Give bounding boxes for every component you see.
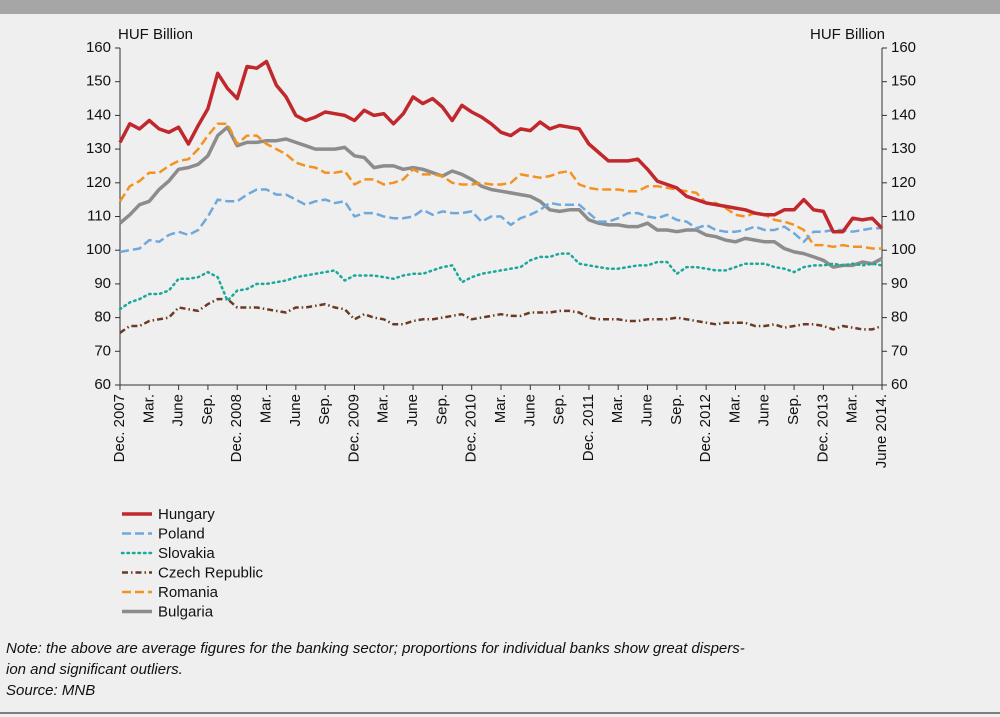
y2-tick-label: 60 bbox=[891, 376, 908, 393]
x-tick-label: Dec. 2008 bbox=[228, 394, 245, 462]
y-axis-label: HUF Billion bbox=[118, 26, 193, 43]
chart: HUF Billion HUF Billion 60 70 80 90 100 110 12… bbox=[86, 26, 916, 621]
x-tick-label: Dec. 2011 bbox=[580, 394, 597, 461]
y2-tick-label: 70 bbox=[891, 342, 908, 359]
x-tick-label: Sep. bbox=[316, 394, 333, 425]
series-line bbox=[119, 188, 882, 254]
y2-tick-label: 90 bbox=[891, 275, 908, 292]
series-line bbox=[118, 252, 884, 311]
legend-label: Romania bbox=[158, 584, 219, 601]
x-tick-label: June bbox=[639, 394, 656, 427]
y-tick-label: 60 bbox=[94, 376, 111, 393]
x-tick-label: Sep. bbox=[199, 394, 216, 425]
y2-tick-label: 140 bbox=[891, 106, 916, 123]
x-tick-label: Mar. bbox=[609, 394, 626, 423]
x-tick-label: Dec. 2012 bbox=[697, 394, 714, 462]
y-tick-label: 70 bbox=[94, 342, 111, 359]
x-tick-label: Sep. bbox=[433, 394, 450, 425]
legend-label: Bulgaria bbox=[158, 603, 214, 620]
y-tick-label: 90 bbox=[94, 275, 111, 292]
y2-tick-label: 120 bbox=[891, 174, 916, 191]
legend-label: Poland bbox=[158, 525, 205, 542]
x-tick-label: Sep. bbox=[551, 394, 568, 425]
series-line bbox=[119, 297, 883, 334]
legend-label: Slovakia bbox=[158, 545, 215, 562]
y2-axis-label: HUF Billion bbox=[810, 26, 885, 43]
y2-tick-label: 100 bbox=[891, 241, 916, 258]
x-tick-label: Sep. bbox=[668, 394, 685, 425]
y-tick-label: 100 bbox=[86, 241, 111, 258]
x-tick-label: Mar. bbox=[140, 394, 157, 423]
y-tick-label: 120 bbox=[86, 174, 111, 191]
x-tick-label: Dec. 2009 bbox=[345, 394, 362, 462]
y2-tick-label: 110 bbox=[891, 207, 915, 224]
y-tick-label: 110 bbox=[87, 207, 111, 224]
y-tick-label: 160 bbox=[86, 39, 111, 56]
x-tick-label: June bbox=[756, 394, 773, 427]
x-tick-label: Mar. bbox=[844, 394, 861, 423]
y2-tick-label: 130 bbox=[891, 140, 916, 157]
x-tick-label: Mar. bbox=[258, 394, 275, 423]
y-tick-label: 80 bbox=[94, 309, 111, 326]
y2-tick-label: 160 bbox=[891, 39, 916, 56]
series-line bbox=[118, 59, 884, 234]
top-bar bbox=[0, 0, 1000, 14]
x-tick-label: Dec. 2013 bbox=[814, 394, 831, 462]
x-tick-label: June 2014. bbox=[873, 394, 890, 468]
note: Note: the above are average figures for … bbox=[6, 638, 996, 701]
x-tick-label: Dec. 2010 bbox=[463, 394, 480, 462]
series-line bbox=[118, 125, 883, 269]
x-tick-label: Mar. bbox=[726, 394, 743, 423]
y2-tick-label: 150 bbox=[891, 73, 916, 90]
note-line: ion and significant outliers. bbox=[6, 661, 183, 678]
y2-tick-label: 80 bbox=[891, 309, 908, 326]
y-tick-label: 140 bbox=[86, 106, 111, 123]
note-line: Note: the above are average figures for … bbox=[6, 640, 745, 657]
x-tick-label: June bbox=[170, 394, 187, 427]
x-tick-label: Sep. bbox=[785, 394, 802, 425]
x-tick-label: Mar. bbox=[375, 394, 392, 423]
x-tick-label: June bbox=[287, 394, 304, 427]
legend-label: Hungary bbox=[158, 506, 215, 523]
y-tick-label: 130 bbox=[86, 140, 111, 157]
source: Source: MNB bbox=[6, 682, 96, 699]
legend-label: Czech Republic bbox=[158, 564, 264, 581]
x-tick-label: June bbox=[404, 394, 421, 427]
x-tick-label: June bbox=[521, 394, 538, 427]
x-tick-label: Mar. bbox=[492, 394, 509, 423]
y-tick-label: 150 bbox=[86, 73, 111, 90]
bottom-rule bbox=[0, 712, 1000, 714]
x-tick-label: Dec. 2007 bbox=[111, 394, 128, 462]
